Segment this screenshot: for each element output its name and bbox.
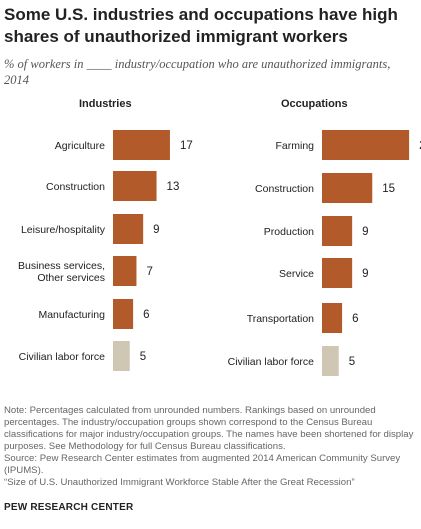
bar-charts: 17 Agriculture 13 Construction 9 Leisure/hosp… [18,130,421,376]
occupation-category-label: Civilian labor force [228,356,315,368]
occupation-value-label: 9 [362,268,368,280]
occupation-category-label: Farming [275,140,314,152]
industry-bar [113,256,137,286]
industry-value-label: 13 [167,181,180,193]
occupation-category-label: Construction [255,183,314,195]
industry-category-label: Civilian labor force [19,351,106,363]
industry-bar [113,341,130,371]
occupation-bar [322,173,373,203]
industry-bar [113,299,134,329]
occupations-panel-title: Occupations [281,98,348,110]
industry-category-label: Business services, Other services [18,260,105,284]
note-text: Note: Percentages calculated from unroun… [4,405,414,452]
industry-value-label: 7 [146,266,152,278]
pew-logo-text: PEW RESEARCH CENTER [4,502,134,513]
occupation-bar [322,303,343,333]
source-text: Source: Pew Research Center estimates fr… [4,453,401,476]
industry-bar [113,130,170,160]
chart-title: Some U.S. industries and occupations hav… [4,5,398,46]
industry-bar [113,214,144,244]
occupation-value-label: 9 [362,226,368,238]
industry-value-label: 5 [140,351,146,363]
industries-panel-title: Industries [79,98,132,110]
occupation-value-label: 5 [349,356,355,368]
occupation-bar [322,346,339,376]
industry-value-label: 9 [153,224,159,236]
occupation-bar [322,216,353,246]
occupation-value-label: 26 [419,140,421,152]
occupation-category-label: Production [264,226,314,238]
industry-value-label: 17 [180,140,193,152]
occupation-bar [322,258,353,288]
chart-subtitle: % of workers in ____ industry/occupation… [4,57,391,87]
occupation-value-label: 15 [382,183,395,195]
industry-category-label: Agriculture [55,140,105,152]
occupation-bar [322,130,410,160]
industry-bar [113,171,157,201]
industry-category-label: Manufacturing [38,309,105,321]
occupation-value-label: 6 [352,313,358,325]
occupation-category-label: Service [279,268,314,280]
report-title: “Size of U.S. Unauthorized Immigrant Wor… [4,477,355,488]
industry-category-label: Construction [46,181,105,193]
industry-value-label: 6 [143,309,149,321]
chart-notes: Note: Percentages calculated from unroun… [4,405,416,489]
occupation-category-label: Transportation [247,313,314,325]
industry-category-label: Leisure/hospitality [21,224,106,236]
